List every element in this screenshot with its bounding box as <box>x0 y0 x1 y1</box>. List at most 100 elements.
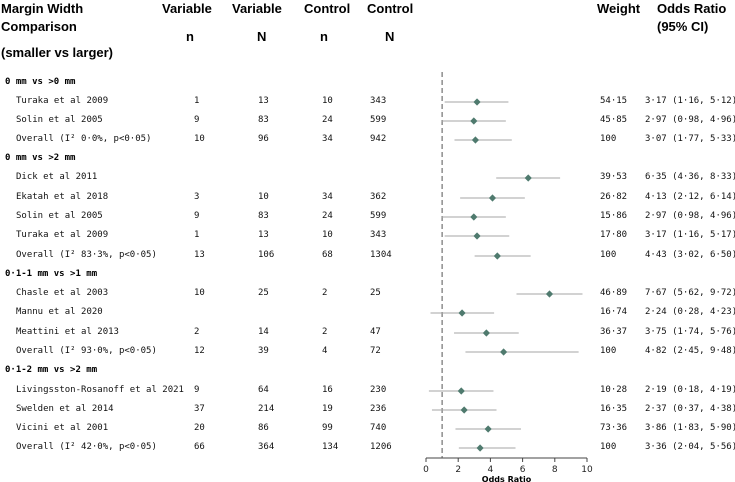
variable-N-cell: 39 <box>258 346 269 356</box>
odds-ratio-ci-cell: 4·82 (2·45, 9·48) <box>645 346 735 356</box>
variable-N-cell: 214 <box>258 404 275 414</box>
control-n-cell: 34 <box>322 134 333 144</box>
study-label: Livingsston-Rosanoff et al 2021 <box>16 385 184 395</box>
weight-cell: 26·82 <box>600 192 628 202</box>
control-N-cell: 25 <box>370 288 381 298</box>
variable-N-cell: 364 <box>258 442 275 452</box>
header-odds-ratio-line1: Odds Ratio <box>657 1 727 16</box>
control-N-cell: 362 <box>370 192 387 202</box>
header-control-N-line1: Control <box>367 1 414 16</box>
group-heading: 0 mm vs >2 mm <box>5 153 76 163</box>
control-N-cell: 236 <box>370 404 387 414</box>
header-variable-N-line2: N <box>257 29 267 44</box>
odds-ratio-ci-cell: 2·19 (0·18, 4·19) <box>645 385 735 395</box>
control-n-cell: 4 <box>322 346 328 356</box>
header-control-n-line2: n <box>320 29 328 44</box>
variable-N-cell: 25 <box>258 288 269 298</box>
odds-ratio-ci-cell: 4·43 (3·02, 6·50) <box>645 250 735 260</box>
header-study-line2: Comparison <box>1 19 77 34</box>
study-label: Turaka et al 2009 <box>16 96 109 106</box>
control-N-cell: 599 <box>370 211 387 221</box>
point-marker <box>458 309 466 317</box>
point-marker <box>484 425 492 433</box>
control-n-cell: 24 <box>322 211 333 221</box>
header-weight: Weight <box>597 1 641 16</box>
variable-n-cell: 1 <box>194 230 200 240</box>
overall-label: Overall (I² 83·3%, p<0·05) <box>16 250 157 260</box>
overall-label: Overall (I² 93·0%, p<0·05) <box>16 346 157 356</box>
control-N-cell: 47 <box>370 327 381 337</box>
odds-ratio-ci-cell: 2·37 (0·37, 4·38) <box>645 404 735 414</box>
header-study-line3: (smaller vs larger) <box>1 45 114 60</box>
point-marker <box>457 387 465 395</box>
variable-N-cell: 14 <box>258 327 269 337</box>
point-marker <box>471 136 480 144</box>
group-heading: 0·1-1 mm vs >1 mm <box>5 269 98 279</box>
weight-cell: 45·85 <box>600 115 628 125</box>
study-label: Solin et al 2005 <box>16 115 103 125</box>
variable-n-cell: 20 <box>194 423 205 433</box>
control-N-cell: 599 <box>370 115 387 125</box>
variable-n-cell: 66 <box>194 442 205 452</box>
variable-n-cell: 9 <box>194 211 200 221</box>
variable-N-cell: 106 <box>258 250 275 260</box>
control-n-cell: 16 <box>322 385 333 395</box>
study-label: Vicini et al 2001 <box>16 423 109 433</box>
group-heading: 0·1-2 mm vs >2 mm <box>5 365 98 375</box>
weight-cell: 100 <box>600 442 617 452</box>
study-label: Mannu et al 2020 <box>16 307 103 317</box>
x-tick-label: 4 <box>488 465 494 475</box>
variable-n-cell: 9 <box>194 385 200 395</box>
control-n-cell: 10 <box>322 230 333 240</box>
weight-cell: 54·15 <box>600 96 628 106</box>
weight-cell: 46·89 <box>600 288 628 298</box>
variable-N-cell: 64 <box>258 385 269 395</box>
study-label: Turaka et al 2009 <box>16 230 109 240</box>
variable-n-cell: 3 <box>194 192 200 202</box>
odds-ratio-ci-cell: 3·07 (1·77, 5·33) <box>645 134 735 144</box>
point-marker <box>476 444 484 452</box>
weight-cell: 39·53 <box>600 172 628 182</box>
header-study-line1: Margin Width <box>1 1 84 16</box>
control-N-cell: 740 <box>370 423 387 433</box>
header-variable-n-line2: n <box>186 29 194 44</box>
study-label: Meattini et al 2013 <box>16 327 119 337</box>
point-marker <box>482 329 490 337</box>
weight-cell: 36·37 <box>600 327 628 337</box>
weight-cell: 100 <box>600 346 617 356</box>
control-N-cell: 1206 <box>370 442 392 452</box>
odds-ratio-ci-cell: 2·97 (0·98, 4·96) <box>645 211 735 221</box>
control-N-cell: 1304 <box>370 250 392 260</box>
odds-ratio-ci-cell: 3·17 (1·16, 5·17) <box>645 230 735 240</box>
odds-ratio-ci-cell: 2·24 (0·28, 4·23) <box>645 307 735 317</box>
variable-n-cell: 10 <box>194 134 205 144</box>
variable-N-cell: 83 <box>258 211 269 221</box>
weight-cell: 10·28 <box>600 385 628 395</box>
odds-ratio-ci-cell: 4·13 (2·12, 6·14) <box>645 192 735 202</box>
weight-cell: 15·86 <box>600 211 628 221</box>
variable-n-cell: 9 <box>194 115 200 125</box>
header-control-n-line1: Control <box>304 1 351 16</box>
variable-n-cell: 2 <box>194 327 200 337</box>
point-marker <box>493 252 501 260</box>
variable-N-cell: 83 <box>258 115 269 125</box>
odds-ratio-ci-cell: 7·67 (5·62, 9·72) <box>645 288 735 298</box>
variable-N-cell: 10 <box>258 192 269 202</box>
point-marker <box>500 348 508 356</box>
control-n-cell: 134 <box>322 442 339 452</box>
x-tick-label: 2 <box>455 465 461 475</box>
variable-N-cell: 13 <box>258 230 269 240</box>
point-marker <box>473 98 481 106</box>
variable-n-cell: 10 <box>194 288 205 298</box>
weight-cell: 73·36 <box>600 423 628 433</box>
study-label: Ekatah et al 2018 <box>16 192 109 202</box>
header-control-N-line2: N <box>385 29 395 44</box>
point-marker <box>470 213 478 221</box>
control-n-cell: 24 <box>322 115 333 125</box>
control-n-cell: 34 <box>322 192 333 202</box>
variable-N-cell: 13 <box>258 96 269 106</box>
overall-label: Overall (I² 42·0%, p<0·05) <box>16 442 157 452</box>
variable-N-cell: 86 <box>258 423 269 433</box>
x-tick-label: 8 <box>552 465 558 475</box>
